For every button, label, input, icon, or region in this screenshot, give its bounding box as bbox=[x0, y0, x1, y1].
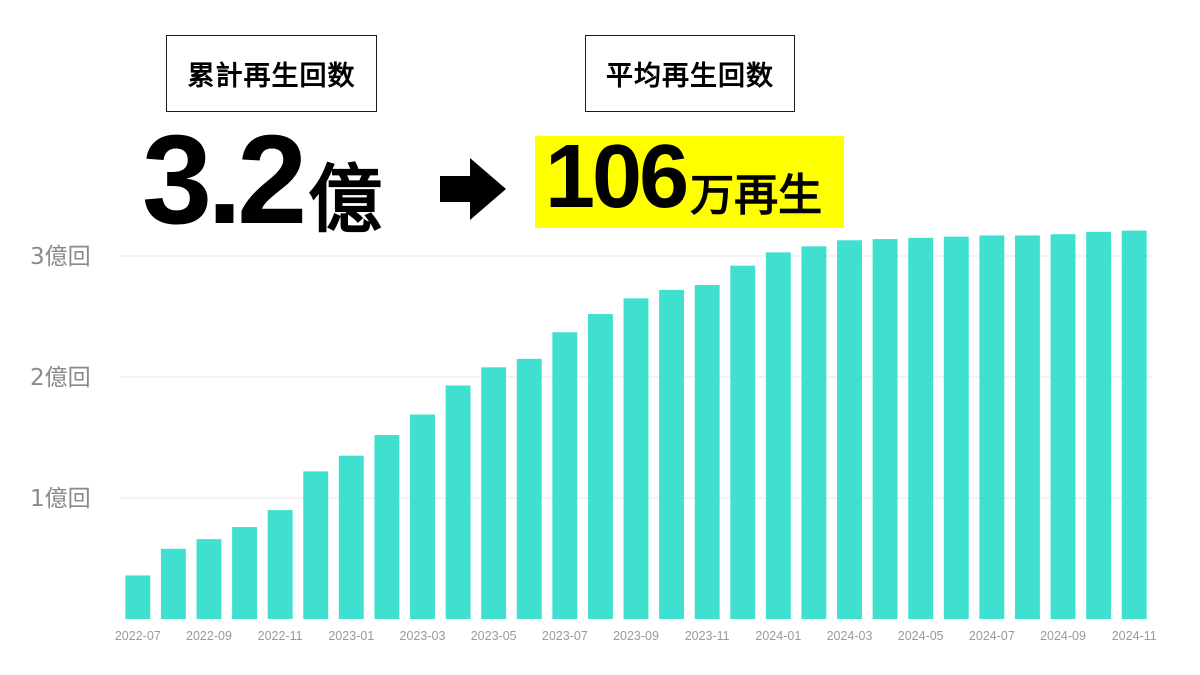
bar-2023-04 bbox=[445, 385, 471, 619]
y-tick-label: 2億回 bbox=[30, 365, 91, 391]
x-tick-label: 2023-01 bbox=[328, 629, 374, 643]
bar-2023-01 bbox=[338, 455, 364, 619]
bar-2023-10 bbox=[659, 289, 685, 619]
bar-2023-03 bbox=[410, 414, 435, 619]
bar-2023-02 bbox=[374, 435, 400, 619]
x-tick-label: 2024-05 bbox=[898, 629, 944, 643]
right-arrow-icon bbox=[440, 158, 506, 220]
x-tick-label: 2023-09 bbox=[613, 629, 659, 643]
x-tick-label: 2022-09 bbox=[186, 629, 232, 643]
bar-2024-07 bbox=[979, 235, 1005, 619]
y-tick-label: 1億回 bbox=[30, 486, 91, 512]
x-tick-label: 2022-11 bbox=[258, 629, 303, 643]
x-tick-label: 2023-05 bbox=[471, 629, 517, 643]
bar-2024-03 bbox=[837, 240, 862, 619]
x-axis: 2022-07 2022-09 2022-11 2023-01 2023-03 2023-… bbox=[115, 629, 1157, 643]
bar-2024-10 bbox=[1086, 231, 1112, 620]
bar-2023-09 bbox=[623, 298, 649, 619]
x-tick-label: 2024-01 bbox=[755, 629, 801, 643]
bar-2023-05 bbox=[481, 367, 507, 619]
bar-2024-01 bbox=[765, 252, 791, 619]
bar-2023-06 bbox=[516, 358, 542, 619]
bar-2024-02 bbox=[801, 246, 827, 619]
bar-2022-07 bbox=[125, 575, 151, 619]
average-plays-label: 平均再生回数 bbox=[585, 35, 795, 112]
x-tick-label: 2024-07 bbox=[969, 629, 1015, 643]
bar-2022-08 bbox=[160, 548, 186, 619]
total-plays-number: 3.2 bbox=[142, 109, 307, 250]
y-axis: 1億回 2億回 3億回 bbox=[30, 244, 91, 512]
bar-2022-11 bbox=[267, 510, 293, 619]
bar-2024-08 bbox=[1014, 235, 1040, 619]
bar-2023-08 bbox=[587, 314, 613, 619]
bar-2024-09 bbox=[1050, 234, 1076, 619]
x-tick-label: 2023-03 bbox=[400, 629, 446, 643]
bar-2022-10 bbox=[232, 527, 258, 619]
x-tick-label: 2024-11 bbox=[1112, 629, 1157, 643]
bar-2023-11 bbox=[694, 285, 720, 619]
bar-2024-05 bbox=[908, 237, 934, 619]
bar-2022-12 bbox=[303, 471, 329, 619]
bar-2022-09 bbox=[196, 539, 222, 619]
x-tick-label: 2023-11 bbox=[685, 629, 730, 643]
total-plays-label-text: 累計再生回数 bbox=[187, 61, 356, 92]
bar-2023-12 bbox=[730, 265, 756, 619]
total-plays-unit: 億 bbox=[308, 157, 383, 243]
x-tick-label: 2024-03 bbox=[827, 629, 873, 643]
average-plays-unit: 万再生 bbox=[690, 170, 823, 221]
average-plays-number: 106 bbox=[545, 127, 689, 227]
y-tick-label: 3億回 bbox=[30, 244, 91, 270]
bars bbox=[125, 230, 1147, 620]
bar-2023-07 bbox=[552, 332, 578, 619]
x-tick-label: 2024-09 bbox=[1040, 629, 1086, 643]
total-plays-label: 累計再生回数 bbox=[166, 35, 377, 112]
total-plays-value: 3.2 億 bbox=[142, 109, 383, 250]
bar-2024-06 bbox=[943, 236, 969, 619]
x-tick-label: 2022-07 bbox=[115, 629, 161, 643]
bar-2024-11 bbox=[1121, 230, 1147, 619]
bar-2024-04 bbox=[872, 239, 898, 619]
average-plays-value: 106 万再生 bbox=[535, 132, 844, 228]
average-plays-label-text: 平均再生回数 bbox=[606, 61, 774, 92]
x-tick-label: 2023-07 bbox=[542, 629, 588, 643]
